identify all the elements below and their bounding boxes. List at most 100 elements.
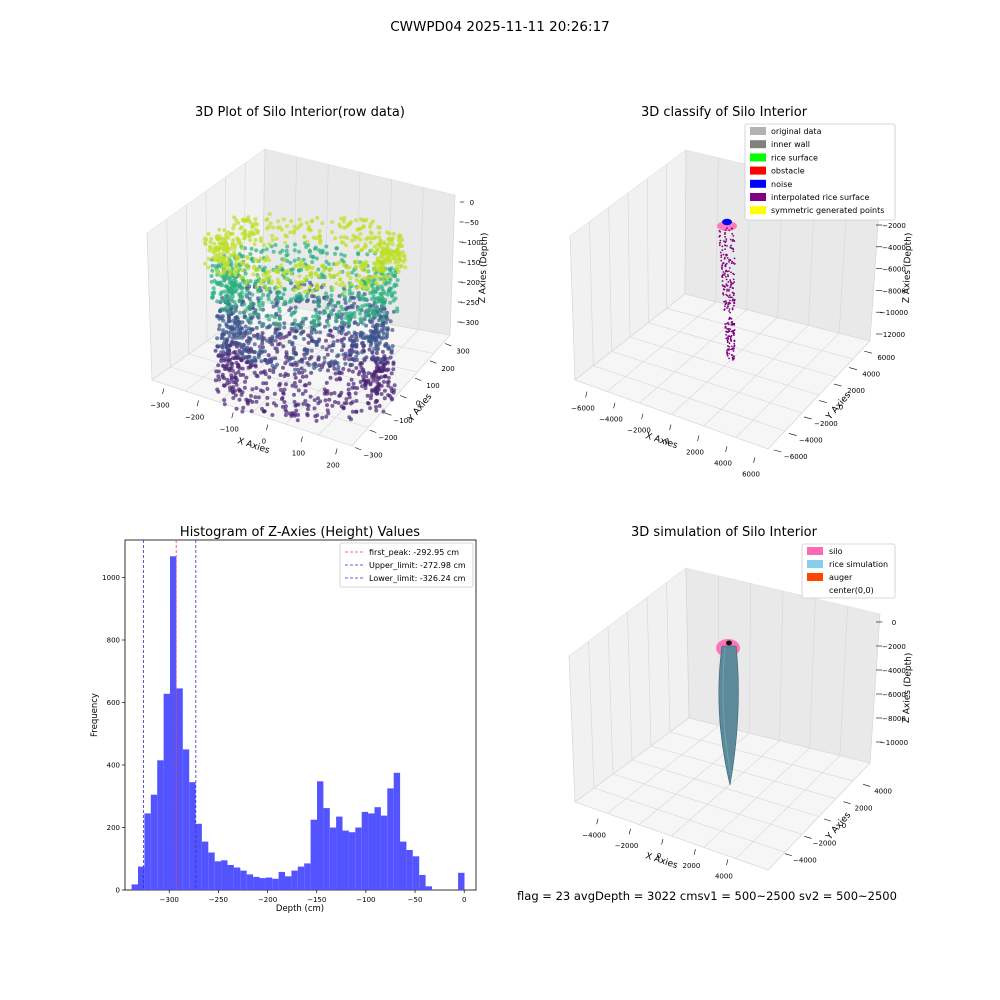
raw-scatter-point (261, 292, 266, 297)
classify-point (724, 233, 726, 236)
raw-scatter-point (302, 234, 307, 239)
raw-scatter-point (256, 395, 261, 400)
raw-scatter-point (285, 276, 290, 281)
raw-scatter-point (341, 323, 346, 328)
raw-scatter-point (330, 220, 335, 224)
raw-scatter-point (261, 381, 266, 386)
raw-scatter-point (331, 363, 336, 368)
raw-scatter-point (349, 282, 354, 287)
raw-scatter-point (273, 329, 278, 334)
classify-point (726, 354, 729, 357)
raw-scatter-point (313, 271, 318, 276)
classify-point (724, 265, 727, 268)
raw-scatter-point (237, 397, 242, 402)
raw-scatter-point (241, 342, 246, 347)
raw-scatter-point (325, 403, 329, 408)
raw-scatter-point (293, 242, 297, 247)
raw-scatter-point (249, 316, 254, 321)
raw-scatter-point (213, 378, 218, 383)
raw-scatter-point (292, 224, 297, 229)
raw-scatter-z-tick: −200 (461, 279, 480, 287)
raw-scatter-point (265, 402, 270, 407)
raw-scatter-point (293, 318, 297, 323)
raw-scatter-point (232, 280, 237, 285)
raw-scatter-point (265, 226, 270, 231)
raw-scatter-point (305, 412, 310, 416)
raw-scatter-point (281, 391, 286, 396)
raw-scatter-point (362, 356, 367, 361)
raw-scatter-point (257, 344, 262, 349)
raw-scatter-point (318, 367, 323, 372)
classify-point (725, 300, 727, 302)
classify-point (731, 330, 734, 332)
classify-z-tick: 12000 (883, 331, 905, 339)
raw-scatter-point (318, 399, 323, 404)
raw-scatter-point (380, 287, 385, 291)
raw-scatter-point (356, 293, 361, 298)
histogram-legend-label: first_peak: -292.95 cm (369, 548, 459, 557)
raw-scatter-point (294, 322, 298, 327)
raw-scatter-point (314, 236, 319, 240)
raw-scatter-point (361, 224, 366, 229)
raw-scatter-point (307, 248, 312, 253)
raw-scatter-point (285, 259, 290, 263)
raw-scatter-point (308, 394, 313, 399)
raw-scatter-point (241, 217, 245, 222)
classify-point (726, 322, 728, 325)
raw-scatter-point (384, 257, 389, 262)
raw-scatter-point (223, 241, 228, 246)
raw-scatter-point (246, 401, 250, 406)
raw-scatter-point (358, 318, 363, 323)
raw-scatter-point (317, 363, 322, 368)
raw-scatter-point (387, 259, 392, 264)
classify-legend-label: rice surface (771, 153, 818, 162)
raw-scatter-point (206, 256, 211, 261)
raw-scatter-point (213, 348, 218, 353)
raw-scatter-point (256, 289, 261, 294)
raw-scatter-point (354, 344, 359, 349)
classify-point (731, 232, 734, 235)
classify-x-tick: 2000 (686, 448, 704, 456)
classify-point (732, 359, 734, 361)
raw-scatter-point (342, 235, 347, 239)
raw-scatter-point (324, 244, 329, 249)
raw-scatter-point (361, 321, 366, 326)
simulation-x-tick: −2000 (615, 842, 639, 850)
raw-scatter-point (309, 355, 314, 359)
simulation-surface (716, 639, 740, 786)
raw-scatter-point (296, 388, 301, 393)
histogram-x-tick: −300 (160, 896, 179, 904)
raw-scatter-point (221, 349, 226, 354)
raw-scatter-point (391, 360, 396, 365)
raw-scatter-point (325, 389, 330, 393)
classify-y-tick: 0 (839, 404, 843, 412)
raw-scatter-point (231, 226, 236, 231)
raw-scatter-point (374, 405, 378, 409)
classify-z-tick: −6000 (882, 266, 906, 274)
classify-point (728, 316, 731, 319)
raw-scatter-point (314, 330, 319, 335)
raw-scatter-point (264, 314, 269, 319)
classify-point (718, 230, 721, 232)
raw-scatter-point (252, 355, 257, 360)
histogram-bar (246, 874, 254, 890)
raw-scatter-point (269, 279, 274, 284)
raw-scatter-point (245, 316, 250, 321)
raw-scatter-point (380, 349, 385, 354)
raw-scatter-point (371, 373, 376, 378)
classify-point (728, 229, 731, 232)
raw-scatter-point (233, 303, 238, 308)
classify-point (723, 288, 726, 291)
histogram-bar (406, 850, 413, 890)
raw-scatter-point (336, 364, 341, 369)
raw-scatter-point (260, 341, 265, 346)
raw-scatter-point (350, 385, 355, 390)
raw-scatter-point (325, 305, 330, 310)
raw-scatter-point (369, 248, 374, 253)
classify-point (732, 250, 735, 253)
raw-scatter-point (323, 398, 328, 403)
classify-point (733, 355, 735, 358)
simulation-x-tick: 0 (657, 852, 661, 860)
raw-scatter-point (209, 274, 214, 278)
histogram-bar (387, 788, 394, 890)
